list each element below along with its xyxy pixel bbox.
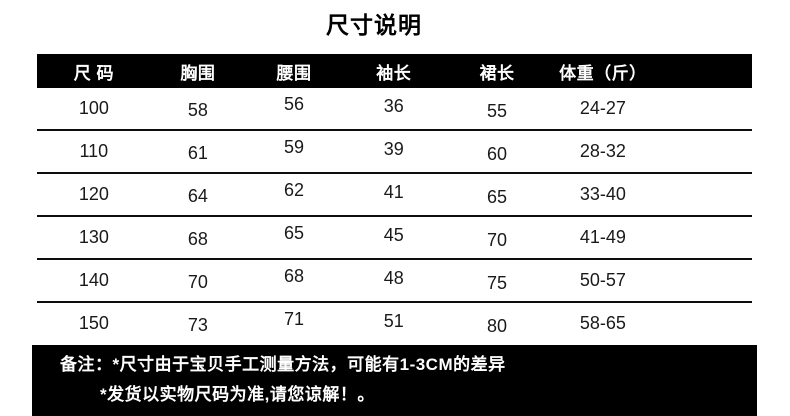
table-cell: 150 bbox=[78, 313, 109, 333]
table-cell: 58-65 bbox=[579, 313, 626, 333]
table-cell-spacer bbox=[656, 259, 752, 302]
table-cell: 41-49 bbox=[579, 227, 626, 247]
header-sleeve-length: 袖长 bbox=[343, 54, 445, 88]
table-cell: 41 bbox=[383, 182, 404, 202]
table-cell: 55 bbox=[487, 101, 508, 121]
note-line-2: *发货以实物尺码为准,请您谅解！。 bbox=[100, 385, 375, 404]
table-cell: 39 bbox=[383, 139, 404, 159]
page-title: 尺寸说明 bbox=[326, 12, 422, 38]
table-cell-spacer bbox=[656, 216, 752, 259]
table-row: 110 61 59 39 60 28-32 bbox=[37, 130, 752, 173]
table-cell: 130 bbox=[78, 227, 109, 247]
table-row: 120 64 62 41 65 33-40 bbox=[37, 173, 752, 216]
table-cell: 75 bbox=[487, 273, 508, 293]
table-cell: 65 bbox=[487, 187, 508, 207]
table-cell: 120 bbox=[78, 184, 109, 204]
table-row: 140 70 68 48 75 50-57 bbox=[37, 259, 752, 302]
table-header-row: 尺 码 胸围 腰围 袖长 裙长 体重（斤） bbox=[37, 54, 752, 88]
table-cell-spacer bbox=[656, 130, 752, 173]
table-cell: 51 bbox=[383, 311, 404, 331]
table-row: 100 58 56 36 55 24-27 bbox=[37, 88, 752, 130]
table-cell: 58 bbox=[187, 100, 208, 120]
table-cell: 110 bbox=[79, 141, 109, 161]
table-row: 150 73 71 51 80 58-65 bbox=[37, 302, 752, 344]
table-cell-spacer bbox=[656, 88, 752, 130]
table-body: 100 58 56 36 55 24-27 110 61 59 39 60 28-32 120 64 62 4… bbox=[37, 88, 752, 344]
table-cell: 60 bbox=[487, 144, 508, 164]
table-cell: 64 bbox=[187, 186, 208, 206]
table-cell: 36 bbox=[383, 96, 404, 116]
table-cell: 62 bbox=[284, 180, 305, 200]
table-cell: 24-27 bbox=[579, 98, 626, 118]
table-cell: 28-32 bbox=[579, 141, 626, 161]
table-cell-spacer bbox=[656, 173, 752, 216]
table-cell: 48 bbox=[383, 268, 404, 288]
table-cell: 80 bbox=[487, 316, 508, 336]
header-chest: 胸围 bbox=[150, 54, 246, 88]
table-cell: 59 bbox=[284, 137, 305, 157]
table-cell: 56 bbox=[284, 94, 305, 114]
table-cell: 70 bbox=[487, 230, 508, 250]
size-table: 尺 码 胸围 腰围 袖长 裙长 体重（斤） 100 58 56 36 55 24-27 11… bbox=[37, 54, 752, 344]
table-cell: 33-40 bbox=[579, 184, 626, 204]
table-cell: 100 bbox=[78, 98, 109, 118]
header-spacer bbox=[656, 54, 752, 88]
header-waist: 腰围 bbox=[245, 54, 343, 88]
table-cell: 70 bbox=[187, 272, 208, 292]
table-cell: 68 bbox=[187, 229, 208, 249]
table-row: 130 68 65 45 70 41-49 bbox=[37, 216, 752, 259]
notes-box: 备注：*尺寸由于宝贝手工测量方法，可能有1-3CM的差异 *发货以实物尺码为准,… bbox=[32, 345, 757, 416]
table-cell: 65 bbox=[284, 223, 305, 243]
table-cell-spacer bbox=[656, 302, 752, 344]
table-cell: 68 bbox=[284, 266, 305, 286]
note-line-1: 备注：*尺寸由于宝贝手工测量方法，可能有1-3CM的差异 bbox=[60, 355, 506, 374]
table-cell: 73 bbox=[187, 315, 208, 335]
table-cell: 50-57 bbox=[579, 270, 626, 290]
header-skirt-length: 裙长 bbox=[444, 54, 550, 88]
header-weight: 体重（斤） bbox=[549, 54, 657, 88]
table-cell: 45 bbox=[383, 225, 404, 245]
table-cell: 61 bbox=[187, 143, 208, 163]
header-size: 尺 码 bbox=[37, 54, 151, 88]
table-cell: 71 bbox=[284, 309, 305, 329]
table-cell: 140 bbox=[78, 270, 109, 290]
